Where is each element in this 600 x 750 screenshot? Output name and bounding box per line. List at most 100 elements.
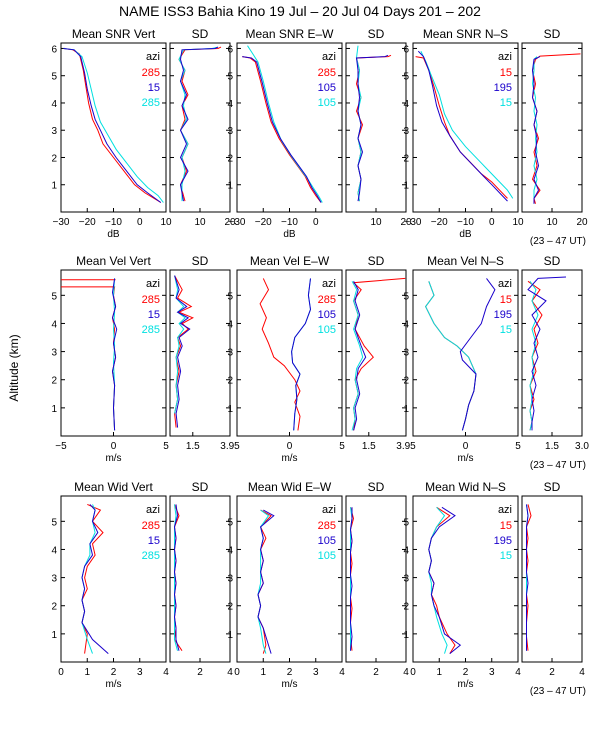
x-axis-label: m/s xyxy=(105,679,121,690)
y-tick-label: 1 xyxy=(51,181,57,192)
x-tick-label: 3.95 xyxy=(220,441,240,452)
ut-range-note: (23 – 47 UT) xyxy=(530,236,586,247)
legend-entry: 15 xyxy=(500,294,512,306)
legend-entry: 285 xyxy=(142,67,160,79)
y-tick-label: 3 xyxy=(51,574,57,585)
y-tick-label: 1 xyxy=(227,181,233,192)
legend-entry: 285 xyxy=(318,520,336,532)
panel-2-4: Mean Wid N–S 0 1 2 3 4 1 2 3 4 5 m/s azi 15 195 15 xyxy=(403,480,521,690)
legend-entry: 285 xyxy=(142,294,160,306)
legend-heading: azi xyxy=(146,504,160,516)
x-tick-label: 3 xyxy=(313,667,319,678)
ut-range-note: (23 – 47 UT) xyxy=(530,460,586,471)
panel-0-0: Mean SNR Vert −30 −20 −10 0 10 1 2 3 4 5 6 dB azi 285 1… xyxy=(51,27,172,240)
y-tick-label: 6 xyxy=(227,44,233,55)
series-line-blue xyxy=(174,275,191,428)
x-tick-label: 3.95 xyxy=(396,441,416,452)
x-tick-label: 1 xyxy=(436,667,442,678)
series-line-blue xyxy=(63,48,162,203)
x-tick-label: 10 xyxy=(160,217,172,228)
series-line-cyan xyxy=(351,281,364,431)
y-tick-label: 1 xyxy=(227,404,233,415)
y-tick-label: 2 xyxy=(51,376,57,387)
x-tick-label: 20 xyxy=(576,217,588,228)
y-tick-label: 6 xyxy=(51,44,57,55)
y-tick-label: 3 xyxy=(403,574,409,585)
x-tick-label: 4 xyxy=(579,667,585,678)
x-tick-label: 0 xyxy=(287,441,293,452)
legend-heading: azi xyxy=(146,51,160,63)
y-tick-label: 3 xyxy=(403,348,409,359)
x-tick-label: 3 xyxy=(489,667,495,678)
x-axis-label: m/s xyxy=(105,453,121,464)
y-tick-label: 3 xyxy=(227,126,233,137)
series-line-blue xyxy=(353,281,367,431)
series-line-red xyxy=(531,53,581,204)
x-tick-label: 0 xyxy=(137,217,143,228)
y-tick-label: 2 xyxy=(227,153,233,164)
y-tick-label: 5 xyxy=(51,517,57,528)
legend-entry: 105 xyxy=(318,550,336,562)
x-tick-label: 5 xyxy=(339,441,345,452)
y-tick-label: 4 xyxy=(403,99,409,110)
x-tick-label: 0 xyxy=(111,441,117,452)
altitude-axis-label: Altitude (km) xyxy=(7,334,21,401)
panel-1-4: Mean Vel N–S 0 5 1 2 3 4 5 m/s azi 15 195 15 xyxy=(403,254,521,464)
legend-entry: 195 xyxy=(494,82,512,94)
panel-1-2: Mean Vel E–W 0 5 1 2 3 4 5 m/s azi 285 105 105 xyxy=(227,254,345,464)
y-tick-label: 2 xyxy=(403,602,409,613)
x-axis-label: dB xyxy=(107,229,120,240)
legend-entry: 15 xyxy=(500,550,512,562)
y-tick-label: 5 xyxy=(403,72,409,83)
y-tick-label: 5 xyxy=(403,291,409,302)
series-line-blue xyxy=(428,506,462,654)
y-tick-label: 3 xyxy=(51,126,57,137)
legend-heading: azi xyxy=(498,51,512,63)
panel-title: Mean Wid E–W xyxy=(248,480,332,494)
y-tick-label: 3 xyxy=(227,348,233,359)
panel-0-3: SD 10 20 xyxy=(345,27,412,228)
panel-2-0: Mean Wid Vert 0 1 2 3 4 1 2 3 4 5 m/s azi 285 15 285 xyxy=(51,480,169,690)
x-tick-label: 10 xyxy=(512,217,524,228)
x-tick-label: 1.5 xyxy=(362,441,376,452)
x-tick-label: 0 xyxy=(410,667,416,678)
legend-heading: azi xyxy=(322,278,336,290)
x-tick-label: 4 xyxy=(163,667,169,678)
y-tick-label: 1 xyxy=(403,404,409,415)
panel-title: Mean Vel N–S xyxy=(427,254,504,268)
x-tick-label: 0 xyxy=(489,217,495,228)
y-tick-label: 4 xyxy=(403,545,409,556)
y-tick-label: 6 xyxy=(403,44,409,55)
series-line-blue xyxy=(349,507,353,651)
x-tick-label: 10 xyxy=(546,217,558,228)
x-tick-label: −10 xyxy=(457,217,474,228)
plot-frame xyxy=(345,495,407,663)
plot-frame xyxy=(345,269,407,437)
y-tick-label: 1 xyxy=(403,181,409,192)
y-tick-label: 1 xyxy=(51,630,57,641)
y-tick-label: 5 xyxy=(403,517,409,528)
x-tick-label: 20 xyxy=(400,217,412,228)
panel-2-2: Mean Wid E–W 0 1 2 3 4 1 2 3 4 5 m/s azi 285 105 105 xyxy=(227,480,345,690)
x-tick-label: −5 xyxy=(55,441,67,452)
panel-title: Mean Vel Vert xyxy=(76,254,151,268)
series-line-red xyxy=(259,278,301,431)
plot-frame xyxy=(521,42,583,213)
legend-entry: 15 xyxy=(148,82,160,94)
series-line-blue xyxy=(242,56,322,203)
x-tick-label: −30 xyxy=(53,217,70,228)
figure-title: NAME ISS3 Bahia Kino 19 Jul – 20 Jul 04 … xyxy=(119,3,481,19)
x-tick-label: −10 xyxy=(105,217,122,228)
y-tick-label: 2 xyxy=(227,602,233,613)
panel-1-0: Mean Vel Vert −5 0 5 1 2 3 4 5 m/s azi 285 15 285 xyxy=(51,254,169,464)
x-tick-label: −30 xyxy=(405,217,422,228)
series-line-blue xyxy=(531,56,541,204)
legend-entry: 15 xyxy=(148,309,160,321)
series-line-blue xyxy=(526,504,529,651)
plot-frame xyxy=(521,269,583,437)
x-tick-label: 0 xyxy=(463,441,469,452)
panel-title: SD xyxy=(544,480,561,494)
x-tick-label: 4 xyxy=(339,667,345,678)
x-tick-label: −20 xyxy=(79,217,96,228)
